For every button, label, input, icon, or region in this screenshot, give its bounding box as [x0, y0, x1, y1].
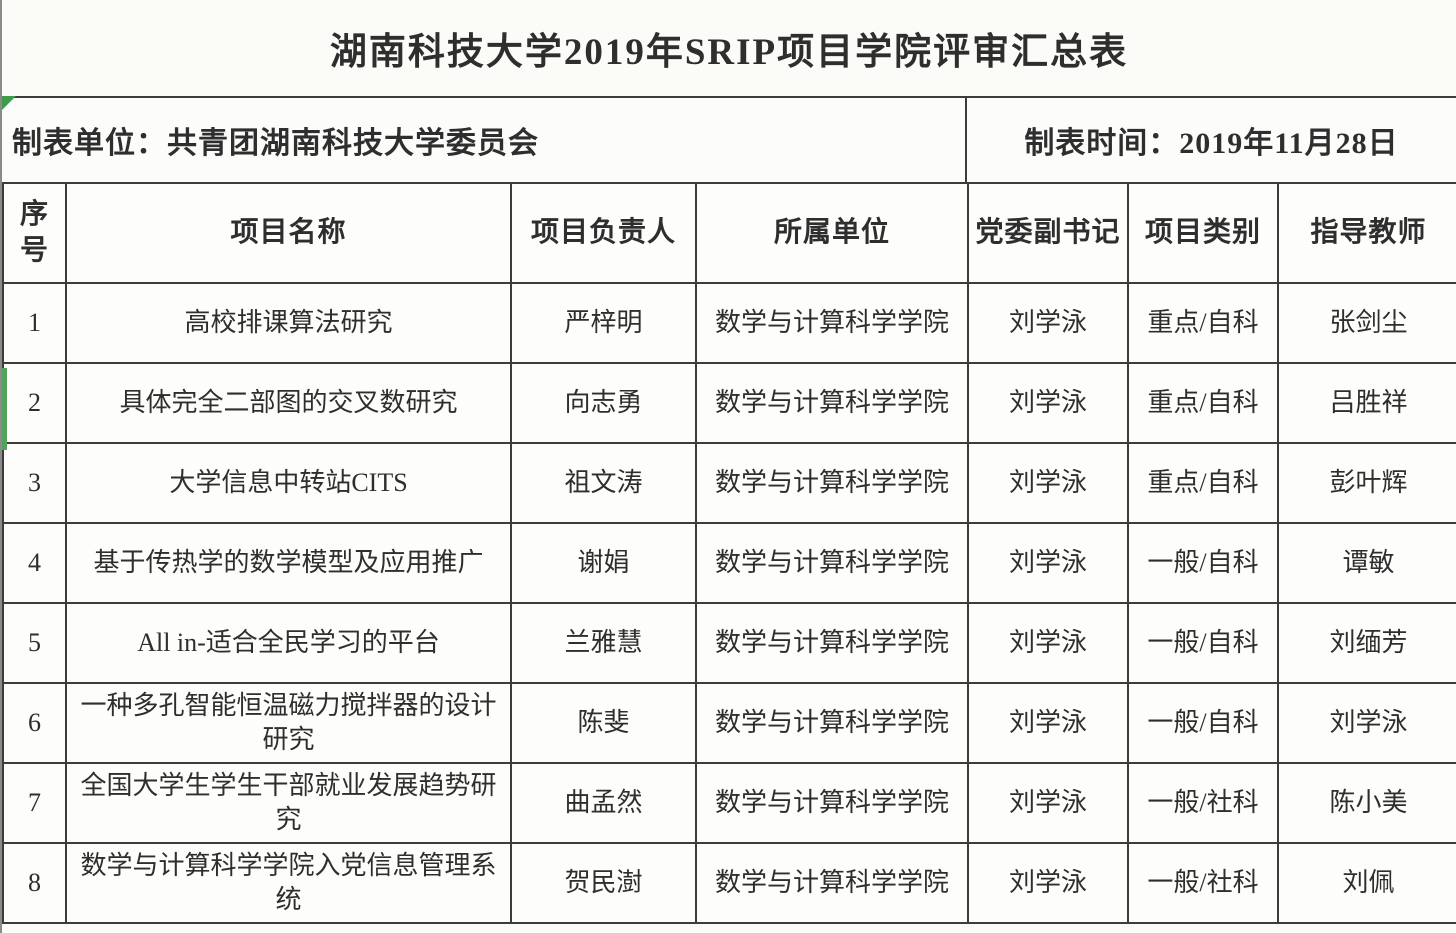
- meta-date-label: 制表时间：2019年11月28日: [965, 98, 1456, 182]
- project-name-cell: 数学与计算科学学院入党信息管理系统: [65, 842, 512, 924]
- category-cell: 一般/社科: [1127, 842, 1279, 924]
- advisor-cell: 吕胜祥: [1277, 362, 1456, 444]
- project-name-cell: 全国大学生学生干部就业发展趋势研究: [65, 762, 512, 844]
- leader-cell: 严梓明: [510, 282, 697, 364]
- secretary-cell: 刘学泳: [967, 682, 1129, 764]
- row-index-cell: 8: [2, 842, 67, 924]
- secretary-cell: 刘学泳: [967, 602, 1129, 684]
- leader-cell: 祖文涛: [510, 442, 697, 524]
- table-row: 5 All in-适合全民学习的平台 兰雅慧 数学与计算科学学院 刘学泳 一般/自科 刘缅芳: [2, 602, 1456, 684]
- page-title: 湖南科技大学2019年SRIP项目学院评审汇总表: [329, 32, 1129, 73]
- advisor-cell: 谭敏: [1277, 522, 1456, 604]
- advisor-cell: 刘佩: [1277, 842, 1456, 924]
- advisor-cell: 彭叶辉: [1277, 442, 1456, 524]
- advisor-cell: 刘学泳: [1277, 682, 1456, 764]
- meta-unit-label: 制表单位：共青团湖南科技大学委员会: [12, 127, 539, 160]
- unit-cell: 数学与计算科学学院: [695, 602, 969, 684]
- project-name-cell: 大学信息中转站CITS: [65, 442, 512, 524]
- project-name-cell: 一种多孔智能恒温磁力搅拌器的设计研究: [65, 682, 512, 764]
- table-body: 1 高校排课算法研究 严梓明 数学与计算科学学院 刘学泳 重点/自科 张剑尘 2 具体完全二部图…: [2, 282, 1456, 924]
- table-row: 2 具体完全二部图的交叉数研究 向志勇 数学与计算科学学院 刘学泳 重点/自科 吕胜祥: [2, 362, 1456, 444]
- row-index-cell: 4: [2, 522, 67, 604]
- project-name-cell: 基于传热学的数学模型及应用推广: [65, 522, 512, 604]
- header-unit: 所属单位: [695, 182, 969, 284]
- table-row: 8 数学与计算科学学院入党信息管理系统 贺民澍 数学与计算科学学院 刘学泳 一般/社科 刘佩: [2, 842, 1456, 924]
- header-secretary: 党委副书记: [967, 182, 1129, 284]
- category-cell: 重点/自科: [1127, 362, 1279, 444]
- unit-cell: 数学与计算科学学院: [695, 442, 969, 524]
- category-cell: 重点/自科: [1127, 442, 1279, 524]
- secretary-cell: 刘学泳: [967, 842, 1129, 924]
- leader-cell: 陈斐: [510, 682, 697, 764]
- row-index-cell: 1: [2, 282, 67, 364]
- header-index: 序号: [2, 182, 67, 284]
- leader-cell: 谢娟: [510, 522, 697, 604]
- secretary-cell: 刘学泳: [967, 442, 1129, 524]
- row-index-cell: 5: [2, 602, 67, 684]
- table-row: 1 高校排课算法研究 严梓明 数学与计算科学学院 刘学泳 重点/自科 张剑尘: [2, 282, 1456, 364]
- unit-cell: 数学与计算科学学院: [695, 762, 969, 844]
- advisor-cell: 张剑尘: [1277, 282, 1456, 364]
- secretary-cell: 刘学泳: [967, 762, 1129, 844]
- leader-cell: 兰雅慧: [510, 602, 697, 684]
- header-leader: 项目负责人: [510, 182, 697, 284]
- secretary-cell: 刘学泳: [967, 362, 1129, 444]
- header-advisor: 指导教师: [1277, 182, 1456, 284]
- unit-cell: 数学与计算科学学院: [695, 842, 969, 924]
- secretary-cell: 刘学泳: [967, 522, 1129, 604]
- row-index-cell: 6: [2, 682, 67, 764]
- table-row: 6 一种多孔智能恒温磁力搅拌器的设计研究 陈斐 数学与计算科学学院 刘学泳 一般/自科 刘学…: [2, 682, 1456, 764]
- leader-cell: 曲孟然: [510, 762, 697, 844]
- category-cell: 一般/自科: [1127, 522, 1279, 604]
- project-name-cell: 具体完全二部图的交叉数研究: [65, 362, 512, 444]
- unit-cell: 数学与计算科学学院: [695, 362, 969, 444]
- leader-cell: 向志勇: [510, 362, 697, 444]
- table-row: 7 全国大学生学生干部就业发展趋势研究 曲孟然 数学与计算科学学院 刘学泳 一般/社科 陈小…: [2, 762, 1456, 844]
- project-name-cell: 高校排课算法研究: [65, 282, 512, 364]
- unit-cell: 数学与计算科学学院: [695, 682, 969, 764]
- header-project-name: 项目名称: [65, 182, 512, 284]
- category-cell: 重点/自科: [1127, 282, 1279, 364]
- leader-cell: 贺民澍: [510, 842, 697, 924]
- advisor-cell: 陈小美: [1277, 762, 1456, 844]
- green-row-indicator: [2, 368, 7, 450]
- header-category: 项目类别: [1127, 182, 1279, 284]
- project-name-cell: All in-适合全民学习的平台: [65, 602, 512, 684]
- unit-cell: 数学与计算科学学院: [695, 282, 969, 364]
- table-header-row: 序号 项目名称 项目负责人 所属单位 党委副书记 项目类别 指导教师: [2, 182, 1456, 284]
- table-row: 3 大学信息中转站CITS 祖文涛 数学与计算科学学院 刘学泳 重点/自科 彭叶辉: [2, 442, 1456, 524]
- unit-cell: 数学与计算科学学院: [695, 522, 969, 604]
- secretary-cell: 刘学泳: [967, 282, 1129, 364]
- green-corner-mark: [2, 96, 16, 110]
- meta-bar: 制表单位：共青团湖南科技大学委员会 制表时间：2019年11月28日: [2, 96, 1456, 182]
- review-summary-table: 序号 项目名称 项目负责人 所属单位 党委副书记 项目类别 指导教师 1 高校排课…: [2, 182, 1456, 924]
- row-index-cell: 2: [2, 362, 67, 444]
- row-index-cell: 3: [2, 442, 67, 524]
- category-cell: 一般/自科: [1127, 682, 1279, 764]
- category-cell: 一般/社科: [1127, 762, 1279, 844]
- advisor-cell: 刘缅芳: [1277, 602, 1456, 684]
- category-cell: 一般/自科: [1127, 602, 1279, 684]
- row-index-cell: 7: [2, 762, 67, 844]
- table-row: 4 基于传热学的数学模型及应用推广 谢娟 数学与计算科学学院 刘学泳 一般/自科 谭敏: [2, 522, 1456, 604]
